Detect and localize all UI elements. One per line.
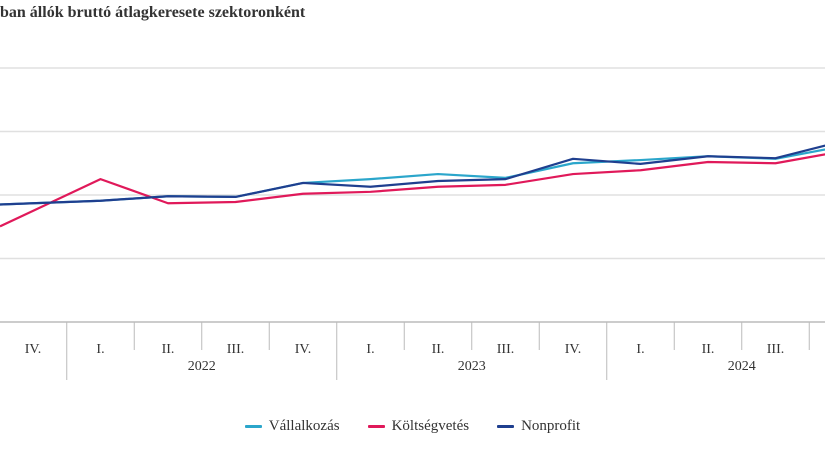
chart-title: ban állók bruttó átlagkeresete szektoron… — [0, 4, 306, 21]
x-tick-label: IV. — [25, 342, 41, 357]
legend-item[interactable]: Nonprofit — [497, 418, 580, 435]
legend-label: Vállalkozás — [268, 418, 340, 434]
x-tick-label: I. — [366, 342, 374, 357]
x-tick-label: I. — [636, 342, 644, 357]
x-tick-label: IV. — [295, 342, 311, 357]
x-tick-label: II. — [432, 342, 445, 357]
series-line-költségvetés — [0, 153, 825, 228]
x-tick-label: II. — [702, 342, 715, 357]
year-label: 2022 — [188, 359, 216, 374]
legend-item[interactable]: Költségvetés — [367, 418, 470, 435]
x-tick-label: III. — [497, 342, 515, 357]
legend-label: Költségvetés — [391, 418, 470, 434]
x-tick-label: III. — [227, 342, 245, 357]
x-tick-label: IV. — [565, 342, 581, 357]
legend-swatch — [367, 425, 385, 428]
year-label: 2024 — [728, 359, 756, 374]
legend-label: Nonprofit — [521, 418, 581, 434]
legend-swatch — [244, 425, 262, 428]
line-chart: IV.I.II.III.IV.I.II.III.IV.I.II.III.I.20… — [0, 67, 825, 380]
series-line-nonprofit — [0, 144, 825, 206]
x-tick-label: II. — [162, 342, 175, 357]
year-label: 2023 — [458, 359, 486, 374]
legend-swatch — [497, 425, 515, 428]
x-tick-label: III. — [767, 342, 785, 357]
x-tick-label: I. — [96, 342, 104, 357]
legend-item[interactable]: Vállalkozás — [244, 418, 340, 435]
legend: Vállalkozás Költségvetés Nonprofit — [0, 418, 825, 435]
